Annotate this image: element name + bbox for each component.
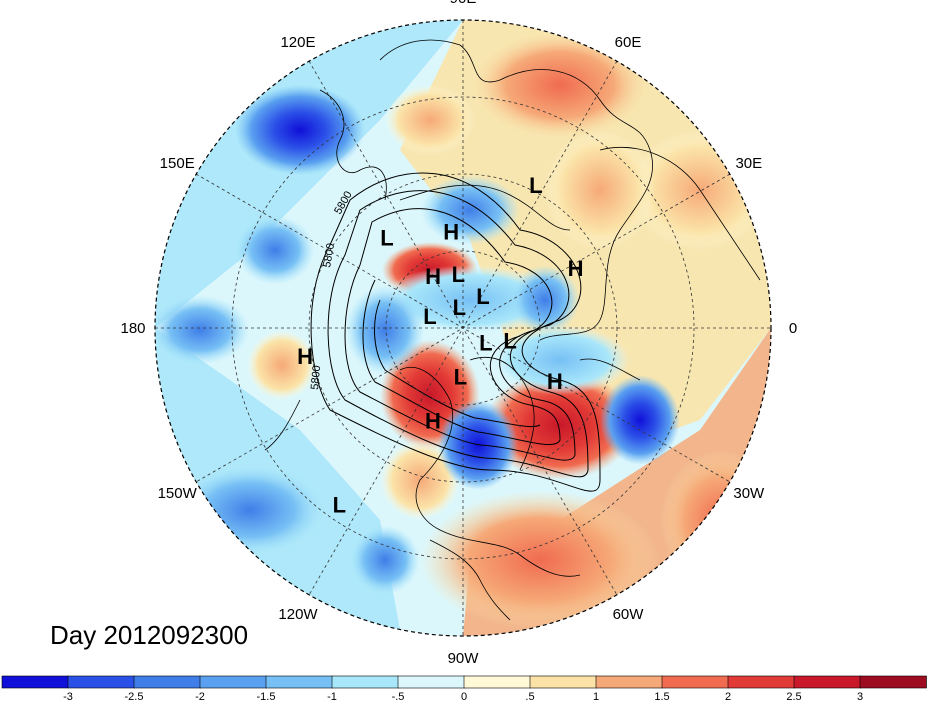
colorbar-swatch [661,675,729,689]
colorbar-swatch [67,675,135,689]
coastlines [264,39,761,621]
high-pressure-center: H [425,408,441,433]
longitude-label: 30W [733,485,765,502]
longitude-label: 30E [735,155,762,172]
colorbar-swatch [727,675,795,689]
colorbar-tick-label: 1.5 [654,691,669,702]
colorbar-tick-label: -3 [63,691,73,702]
colorbar-tick-label: -.5 [392,691,405,702]
high-pressure-center: H [443,220,459,245]
longitude-label: 120W [278,606,318,623]
low-pressure-center: L [454,365,467,390]
colorbar-swatch [1,675,69,689]
colorbar-tick-label: .5 [525,691,534,702]
longitude-label: 90W [448,650,480,667]
longitude-label: 0 [789,320,797,337]
map-title: Day 2012092300 [50,620,249,650]
colorbar-tick-label: 0 [461,691,467,702]
colorbar-swatch [397,675,465,689]
low-pressure-center: L [476,284,489,309]
colorbar-swatch [199,675,267,689]
low-pressure-center: L [423,304,436,329]
longitude-label: 60W [613,606,645,623]
colorbar-tick-label: 2.5 [786,691,801,702]
longitude-labels: 90E 60E 30E 0 30W 60W 90W 120W 150W 180 150E 120E [120,0,797,667]
map-boundary [154,19,772,637]
low-pressure-center: L [529,173,542,198]
low-pressure-center: L [452,262,465,287]
longitude-label: 120E [280,34,315,51]
longitude-label: 60E [615,34,642,51]
high-pressure-center: H [425,264,441,289]
colorbar-tick-label: -2 [195,691,205,702]
colorbar-tick-label: 3 [857,691,863,702]
colorbar-swatch [793,675,861,689]
low-pressure-center: L [503,329,516,354]
colorbar: -3 -2.5 -2 -1.5 -1 -.5 0 .5 1 1.5 2 2.5 3 [1,675,927,702]
longitude-label: 150E [160,155,195,172]
colorbar-swatch [265,675,333,689]
colorbar-tick-label: -1.5 [257,691,276,702]
colorbar-swatch [595,675,663,689]
colorbar-swatch [529,675,597,689]
high-pressure-center: H [297,344,313,369]
height-contours [310,172,601,492]
colorbar-tick-label: -1 [327,691,337,702]
low-pressure-center: L [479,330,492,355]
colorbar-swatch [463,675,531,689]
colorbar-tick-label: -2.5 [125,691,144,702]
colorbar-tick-label: 1 [593,691,599,702]
graticule [155,20,771,636]
low-pressure-center: L [380,225,393,250]
colorbar-swatch [133,675,201,689]
low-pressure-center: L [333,493,346,518]
high-pressure-center: H [547,369,563,394]
anomaly-field [155,20,771,636]
low-pressure-center: L [453,295,466,320]
longitude-label: 150W [158,485,198,502]
longitude-label: 90E [450,0,477,7]
high-pressure-center: H [568,256,584,281]
contour-label: 5800 [321,242,337,268]
colorbar-swatch [331,675,399,689]
colorbar-swatch [859,675,927,689]
colorbar-tick-label: 2 [725,691,731,702]
longitude-label: 180 [120,320,145,337]
